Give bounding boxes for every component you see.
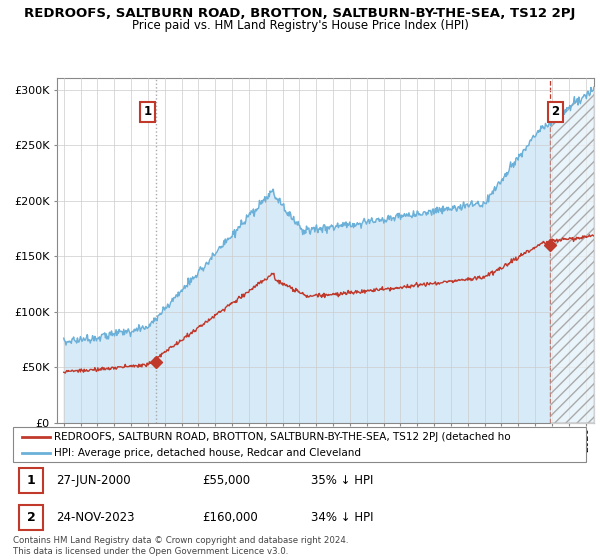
Text: REDROOFS, SALTBURN ROAD, BROTTON, SALTBURN-BY-THE-SEA, TS12 2PJ: REDROOFS, SALTBURN ROAD, BROTTON, SALTBU… — [25, 7, 575, 20]
Text: 24-NOV-2023: 24-NOV-2023 — [56, 511, 134, 524]
Text: 35% ↓ HPI: 35% ↓ HPI — [311, 474, 374, 487]
Text: £160,000: £160,000 — [202, 511, 258, 524]
Text: Contains HM Land Registry data © Crown copyright and database right 2024.
This d: Contains HM Land Registry data © Crown c… — [13, 536, 349, 556]
Text: 2: 2 — [26, 511, 35, 524]
Text: 2: 2 — [551, 105, 559, 118]
Text: 27-JUN-2000: 27-JUN-2000 — [56, 474, 131, 487]
Bar — [19, 468, 43, 493]
Text: REDROOFS, SALTBURN ROAD, BROTTON, SALTBURN-BY-THE-SEA, TS12 2PJ (detached ho: REDROOFS, SALTBURN ROAD, BROTTON, SALTBU… — [55, 432, 511, 442]
Text: £55,000: £55,000 — [202, 474, 250, 487]
Text: Price paid vs. HM Land Registry's House Price Index (HPI): Price paid vs. HM Land Registry's House … — [131, 19, 469, 32]
Text: HPI: Average price, detached house, Redcar and Cleveland: HPI: Average price, detached house, Redc… — [55, 449, 361, 458]
Text: 1: 1 — [143, 105, 152, 118]
Bar — [19, 505, 43, 530]
Text: 34% ↓ HPI: 34% ↓ HPI — [311, 511, 374, 524]
Text: 1: 1 — [26, 474, 35, 487]
